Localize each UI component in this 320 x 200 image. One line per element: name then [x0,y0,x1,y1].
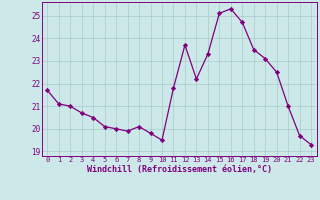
X-axis label: Windchill (Refroidissement éolien,°C): Windchill (Refroidissement éolien,°C) [87,165,272,174]
